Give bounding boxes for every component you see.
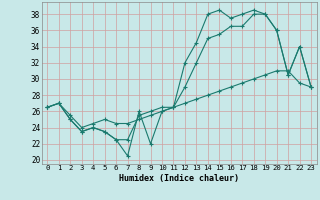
X-axis label: Humidex (Indice chaleur): Humidex (Indice chaleur): [119, 174, 239, 183]
